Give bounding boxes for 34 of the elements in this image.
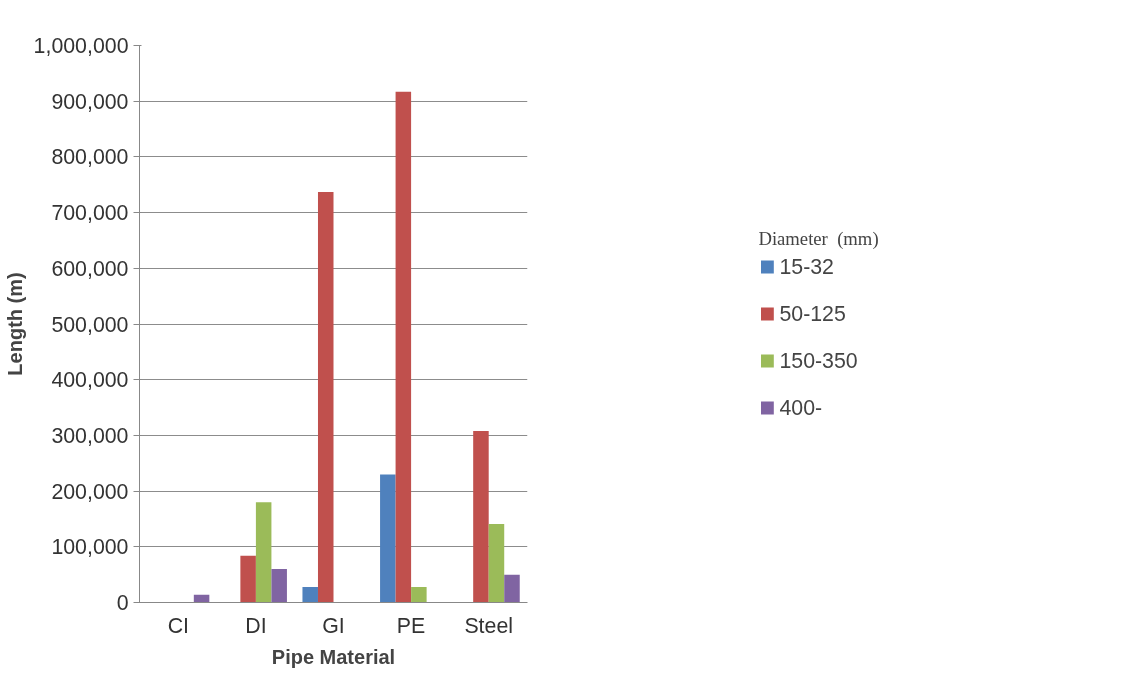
y-tick-label: 400,000 bbox=[51, 368, 129, 393]
legend-label: 400- bbox=[779, 395, 823, 420]
y-tick-label: 300,000 bbox=[51, 423, 129, 448]
y-axis-title: Length (m) bbox=[3, 272, 26, 376]
x-tick-label: Steel bbox=[464, 613, 514, 638]
legend-label: 150-350 bbox=[779, 348, 858, 373]
y-tick-label: 100,000 bbox=[51, 535, 129, 560]
y-tick-label: 600,000 bbox=[51, 256, 129, 281]
bar bbox=[271, 569, 287, 603]
x-axis-title: Pipe Material bbox=[271, 645, 396, 668]
y-tick-label: 1,000,000 bbox=[33, 34, 129, 58]
y-tick-label: 500,000 bbox=[51, 312, 129, 337]
y-tick-label: 200,000 bbox=[51, 479, 129, 504]
bar bbox=[504, 574, 520, 603]
x-tick-label: PE bbox=[396, 613, 426, 638]
legend-label: 50-125 bbox=[779, 301, 846, 326]
y-tick-label: 800,000 bbox=[51, 145, 129, 170]
bar bbox=[317, 191, 334, 603]
y-tick-label: 700,000 bbox=[51, 201, 129, 226]
y-tick-label: 900,000 bbox=[51, 89, 129, 114]
bar bbox=[240, 555, 256, 603]
x-tick-label: CI bbox=[167, 613, 189, 638]
bar bbox=[302, 586, 318, 603]
bar bbox=[411, 586, 427, 603]
x-tick-label: DI bbox=[245, 613, 267, 638]
bar bbox=[395, 91, 412, 603]
bar bbox=[488, 523, 505, 603]
legend-label: 15-32 bbox=[779, 254, 834, 279]
legend-title: Diameter (mm) bbox=[758, 227, 879, 249]
bar bbox=[473, 430, 489, 603]
bar bbox=[380, 474, 396, 603]
x-tick-label: GI bbox=[322, 613, 345, 638]
y-tick-label: 0 bbox=[116, 591, 129, 615]
bar bbox=[255, 502, 272, 603]
